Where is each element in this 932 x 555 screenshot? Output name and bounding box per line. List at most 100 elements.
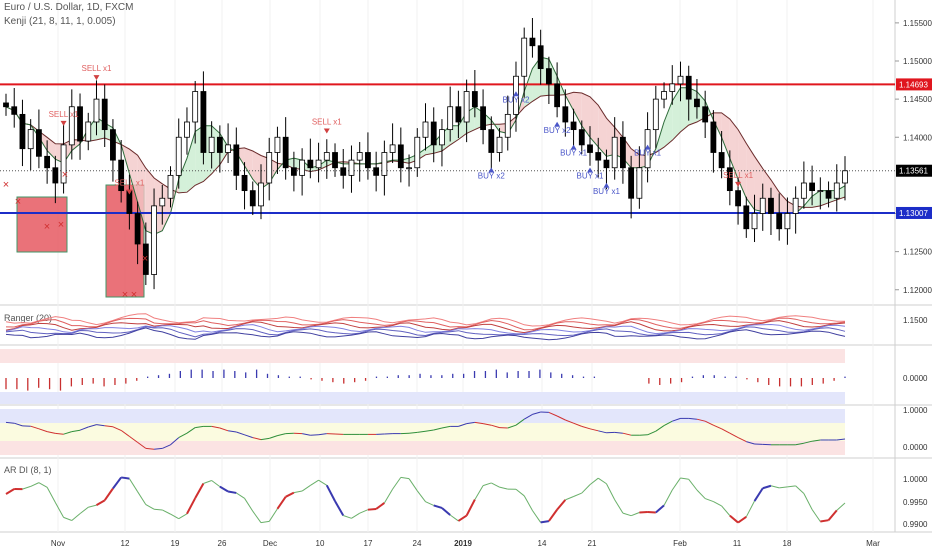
y-tick-label: 1.12000	[903, 286, 932, 295]
msi-upper-zone	[0, 349, 845, 363]
ardi-line-segment	[796, 486, 804, 494]
ardi-line-segment	[829, 510, 837, 520]
candle-body	[283, 137, 288, 168]
candle-body	[703, 107, 708, 122]
ardi-line-segment	[623, 513, 631, 516]
candle-body	[250, 191, 255, 206]
candle-body	[571, 122, 576, 130]
candle-body	[834, 183, 839, 198]
ardi-line-segment	[598, 478, 606, 484]
ardi-line-segment	[195, 483, 203, 498]
candle-body	[481, 107, 486, 130]
ardi-line-segment	[384, 489, 392, 503]
msi-y-tick: 0.0000	[903, 374, 928, 383]
candle-body	[505, 114, 510, 137]
ardi-line-segment	[31, 483, 39, 487]
candle-body	[110, 130, 115, 161]
sell-signal-label: SELL x1	[49, 110, 79, 119]
x-tick-label: 14	[538, 539, 547, 548]
ardi-line-segment	[302, 485, 310, 491]
candle-body	[267, 153, 272, 184]
candle-body	[670, 84, 675, 92]
candle-body	[94, 99, 99, 122]
candle-body	[291, 168, 296, 176]
ardi-y-tick: 1.0000	[903, 475, 928, 484]
x-tick-label: 12	[121, 539, 130, 548]
ardi-line-segment	[787, 486, 795, 487]
ardi-line-segment	[220, 487, 228, 492]
candle-body	[12, 107, 17, 115]
candle-body	[472, 92, 477, 107]
ardi-line-segment	[837, 503, 845, 510]
tdi-y-tick: 0.0000	[903, 443, 928, 452]
ardi-line-segment	[113, 477, 121, 488]
candle-body	[193, 92, 198, 123]
candle-body	[678, 76, 683, 84]
ardi-line-segment	[261, 521, 269, 522]
candle-body	[152, 206, 157, 275]
ardi-line-segment	[335, 501, 343, 515]
candle-body	[333, 153, 338, 168]
candle-body	[382, 153, 387, 176]
tdi-lower-zone	[0, 441, 845, 455]
sell-signal-label: SELL x1	[312, 118, 342, 127]
ardi-line-segment	[483, 483, 491, 486]
ardi-line-segment	[277, 497, 285, 509]
ardi-title: AR DI (8, 1)	[4, 465, 52, 475]
ardi-line-segment	[565, 497, 573, 500]
ardi-line-segment	[779, 487, 787, 488]
candle-body	[20, 114, 25, 148]
exit-marker: ×	[58, 219, 64, 231]
ardi-line-segment	[590, 478, 598, 484]
candle-body	[324, 153, 329, 161]
candle-body	[176, 137, 181, 175]
ardi-line-segment	[713, 502, 721, 506]
ardi-line-segment	[368, 509, 376, 510]
exit-marker: ×	[62, 169, 68, 181]
ardi-line-segment	[203, 481, 211, 484]
candle-body	[234, 145, 239, 176]
ardi-line-segment	[541, 521, 549, 522]
x-tick-label: 11	[733, 539, 742, 548]
y-tick-label: 1.14000	[903, 133, 932, 142]
ardi-line-segment	[376, 503, 384, 509]
ardi-line-segment	[22, 486, 30, 489]
ranger-y-tick: 1.1500	[903, 316, 928, 325]
candle-body	[694, 99, 699, 107]
x-tick-label: 19	[171, 539, 180, 548]
ardi-line-segment	[434, 505, 442, 508]
ardi-line-segment	[697, 490, 705, 499]
ardi-line-segment	[450, 515, 458, 521]
candle-body	[522, 38, 527, 76]
exit-marker: ×	[15, 196, 21, 208]
x-tick-label: Dec	[263, 539, 277, 548]
candle-body	[448, 107, 453, 130]
candle-body	[431, 122, 436, 145]
ardi-line-segment	[615, 500, 623, 513]
ardi-line-segment	[343, 516, 351, 519]
buy-signal-label: BUY x2	[544, 126, 572, 135]
ardi-line-segment	[187, 498, 195, 514]
ardi-line-segment	[351, 513, 359, 518]
candle-body	[464, 92, 469, 123]
tdi-y-tick: 1.0000	[903, 406, 928, 415]
ma-cloud-segment	[722, 113, 730, 158]
ranger-band-line	[6, 314, 845, 326]
candle-body	[439, 130, 444, 145]
sell-signal-arrow	[324, 129, 330, 134]
ardi-line-segment	[491, 483, 499, 487]
level-price-label: 1.14693	[899, 80, 928, 89]
ardi-line-segment	[80, 507, 88, 513]
ardi-line-segment	[738, 517, 746, 523]
ardi-line-segment	[360, 510, 368, 513]
candle-body	[168, 175, 173, 198]
ardi-line-segment	[557, 500, 565, 510]
ardi-line-segment	[467, 500, 475, 516]
ardi-line-segment	[401, 477, 409, 478]
ardi-line-segment	[64, 517, 72, 520]
candle-body	[53, 168, 58, 183]
candle-body	[36, 130, 41, 157]
y-tick-label: 1.15500	[903, 19, 932, 28]
ardi-line-segment	[245, 498, 253, 511]
